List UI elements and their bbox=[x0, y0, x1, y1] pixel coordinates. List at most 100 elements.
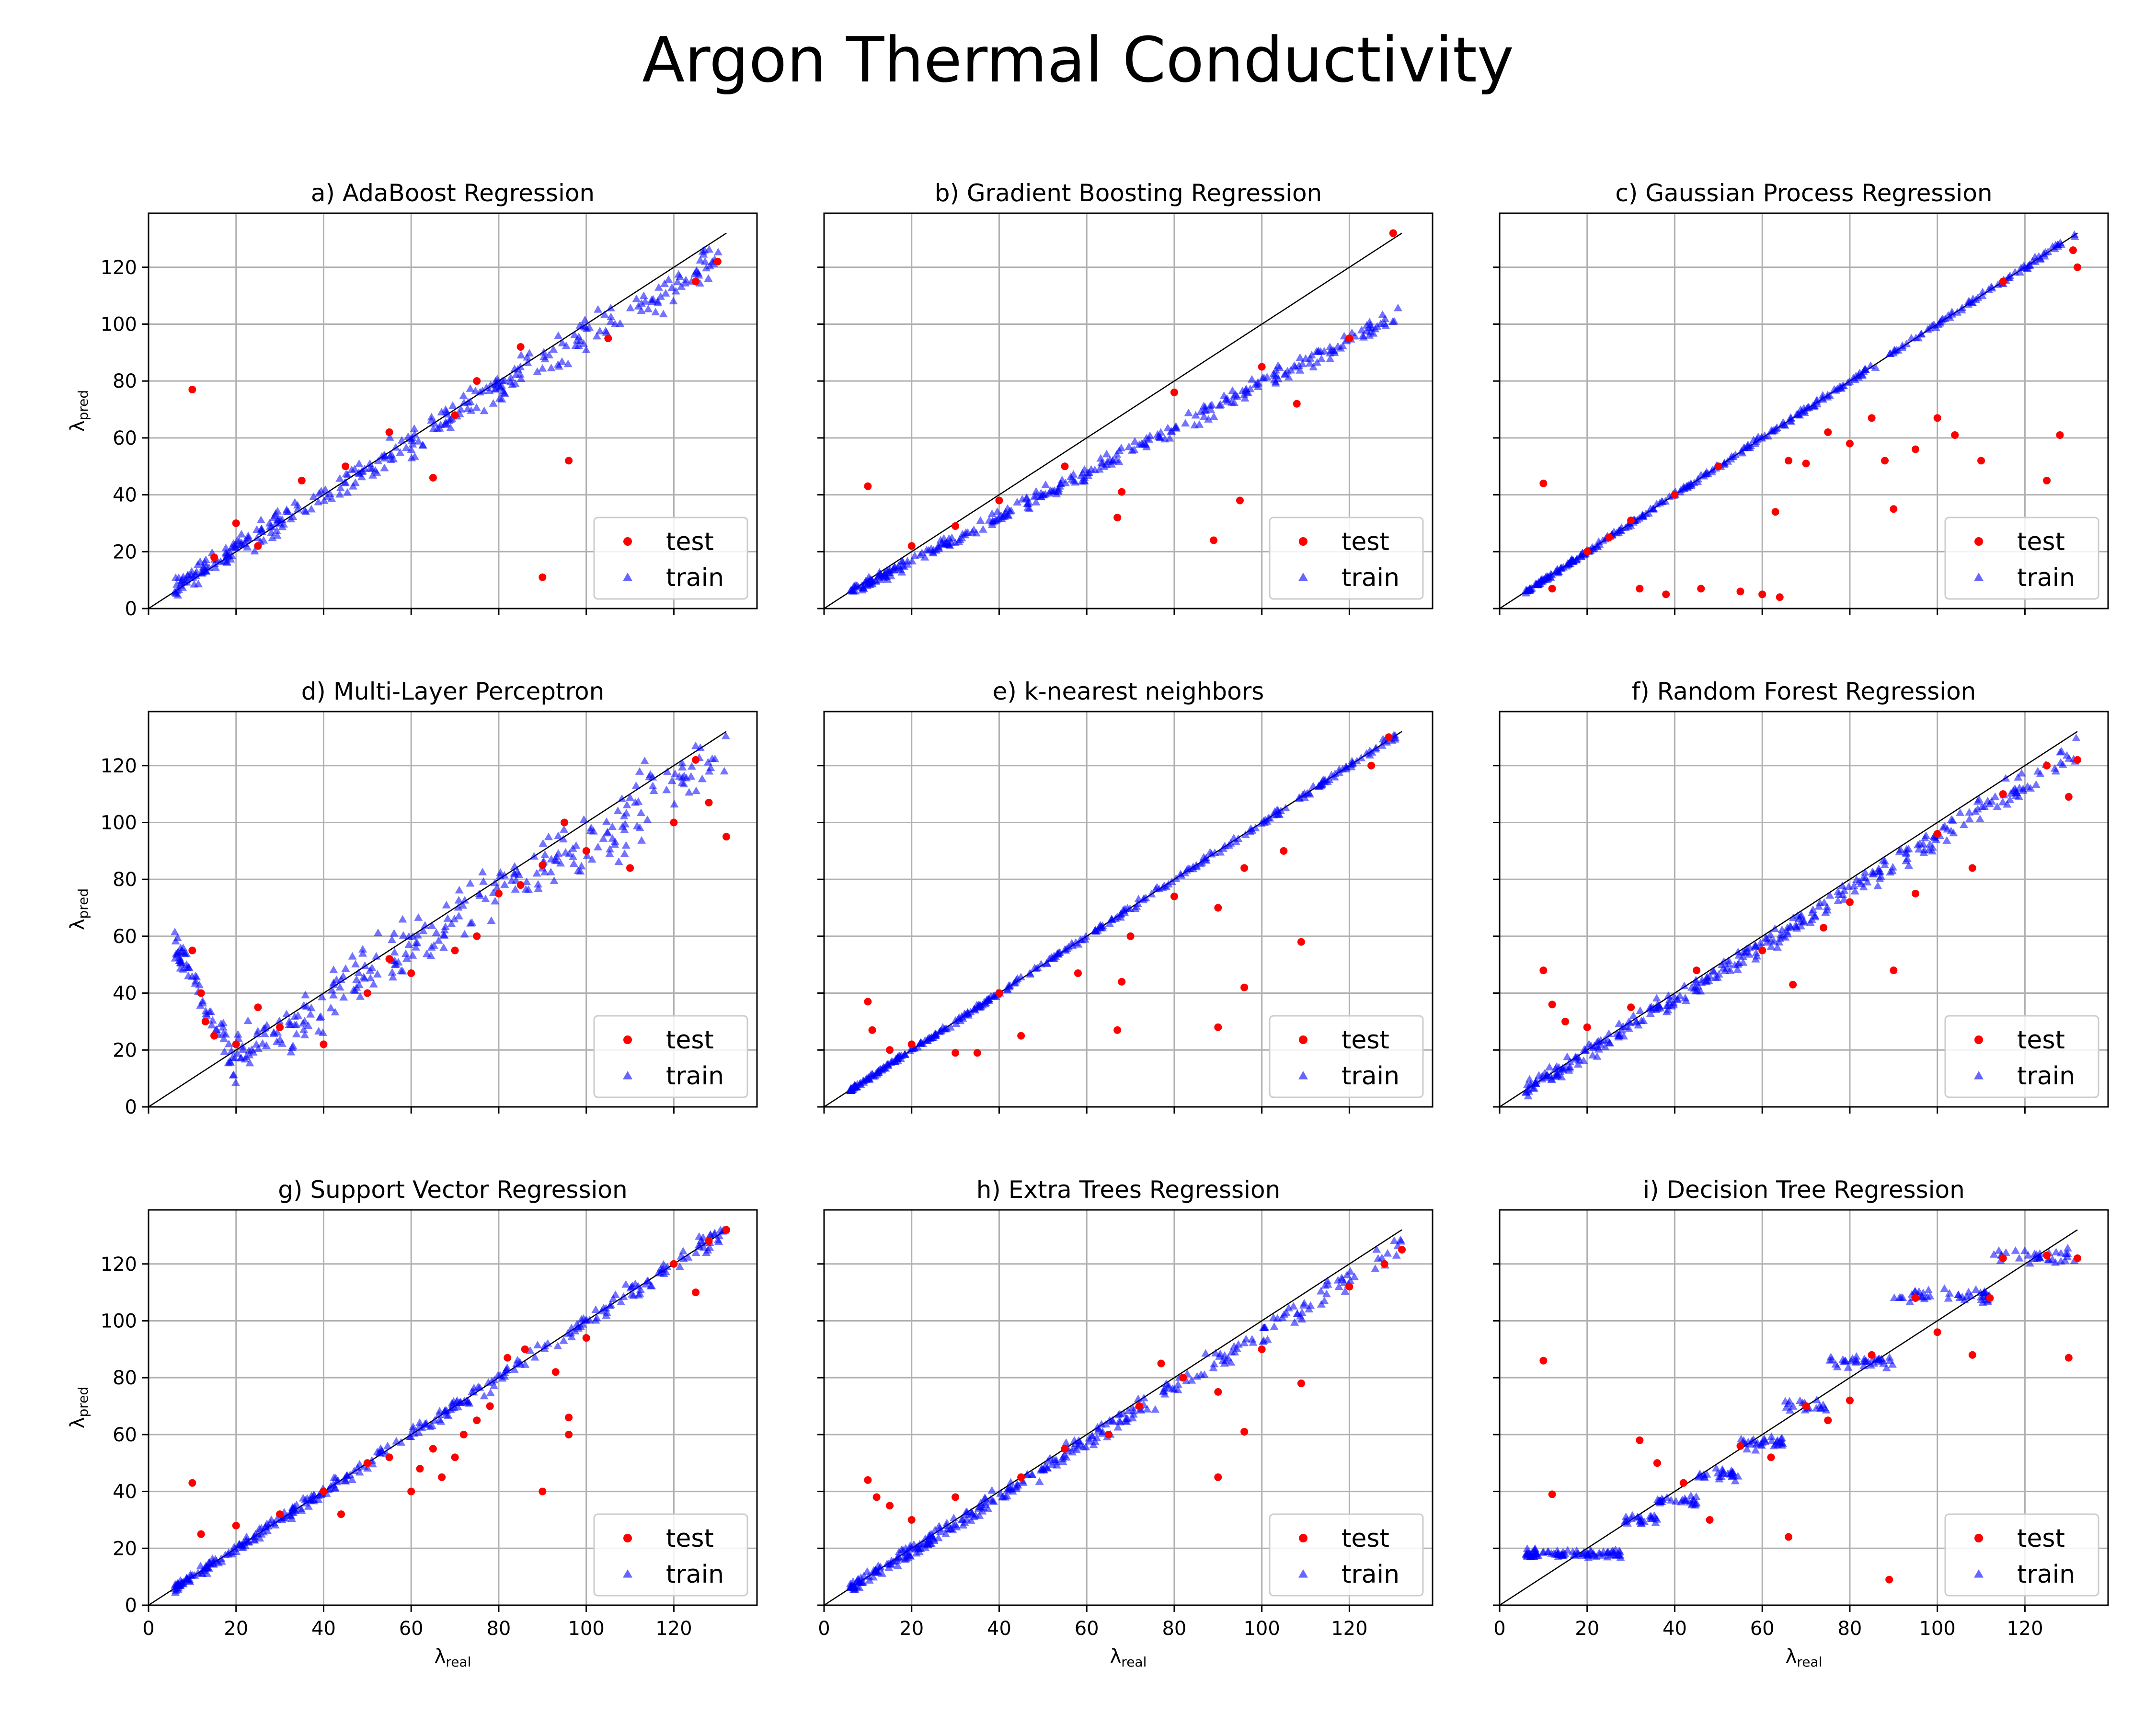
train-point bbox=[243, 1016, 252, 1024]
test-series bbox=[188, 1226, 731, 1538]
train-point bbox=[413, 931, 422, 939]
train-point bbox=[1875, 874, 1884, 882]
train-point bbox=[691, 1248, 700, 1256]
train-point bbox=[358, 949, 367, 957]
train-point bbox=[493, 1370, 503, 1379]
test-point bbox=[1583, 548, 1591, 556]
test-point bbox=[1636, 1436, 1644, 1444]
train-point bbox=[383, 1441, 392, 1449]
train-point bbox=[1812, 400, 1822, 408]
train-point bbox=[945, 541, 954, 549]
train-point bbox=[176, 578, 185, 586]
train-point bbox=[1347, 328, 1356, 336]
train-point bbox=[558, 338, 567, 346]
train-point bbox=[692, 786, 701, 794]
train-point bbox=[713, 248, 722, 256]
train-point bbox=[307, 505, 316, 513]
subplot-title: e) k-nearest neighbors bbox=[993, 678, 1264, 705]
test-point bbox=[232, 1040, 240, 1048]
train-point bbox=[339, 972, 348, 980]
train-point bbox=[335, 474, 344, 482]
train-point bbox=[1580, 1045, 1589, 1053]
train-point bbox=[367, 964, 377, 971]
train-point bbox=[1522, 1549, 1531, 1557]
train-point bbox=[1913, 840, 1922, 849]
train-point bbox=[975, 1502, 984, 1510]
test-point bbox=[1999, 790, 2007, 798]
train-point bbox=[1312, 347, 1321, 355]
train-point bbox=[464, 1397, 473, 1405]
test-point bbox=[1933, 1328, 1941, 1336]
test-point bbox=[1017, 1032, 1025, 1040]
train-point bbox=[1615, 1019, 1624, 1027]
train-point bbox=[706, 1230, 715, 1239]
train-point bbox=[481, 895, 490, 902]
test-point bbox=[486, 1402, 494, 1410]
train-point bbox=[198, 999, 207, 1007]
train-point bbox=[1187, 1376, 1196, 1384]
train-point bbox=[293, 501, 302, 509]
train-point bbox=[687, 762, 696, 770]
train-point bbox=[554, 331, 563, 339]
y-axis-label: λpred bbox=[67, 1387, 91, 1428]
test-point bbox=[201, 1017, 209, 1025]
train-point bbox=[1617, 1025, 1627, 1034]
train-point bbox=[1305, 1305, 1314, 1312]
train-point bbox=[569, 859, 578, 867]
train-point bbox=[1905, 1297, 1915, 1305]
train-point bbox=[643, 815, 652, 823]
test-point bbox=[473, 377, 481, 385]
test-point bbox=[907, 542, 916, 550]
train-point bbox=[349, 985, 358, 993]
train-point bbox=[1308, 782, 1318, 790]
train-point bbox=[702, 1248, 711, 1256]
test-point bbox=[1240, 983, 1249, 991]
test-point bbox=[1539, 479, 1548, 487]
train-point bbox=[1299, 1301, 1308, 1309]
train-point bbox=[622, 801, 631, 808]
train-point bbox=[363, 1464, 372, 1472]
test-point bbox=[1104, 1430, 1112, 1438]
train-point bbox=[631, 798, 640, 806]
train-point bbox=[221, 1030, 230, 1038]
train-point bbox=[183, 572, 192, 579]
train-point bbox=[455, 886, 464, 894]
train-point bbox=[510, 862, 519, 870]
train-point bbox=[924, 1034, 933, 1042]
test-point bbox=[1968, 864, 1976, 872]
train-point bbox=[1681, 996, 1690, 1004]
train-series bbox=[1522, 734, 2081, 1100]
test-point bbox=[337, 1510, 345, 1518]
train-point bbox=[234, 1540, 243, 1548]
train-point bbox=[1305, 359, 1314, 367]
legend: test train bbox=[1269, 517, 1424, 600]
train-point bbox=[1346, 1276, 1355, 1284]
train-point bbox=[176, 1576, 185, 1584]
train-point bbox=[390, 948, 399, 956]
train-point bbox=[1702, 977, 1711, 985]
train-point bbox=[1012, 1484, 1021, 1492]
train-point bbox=[636, 1285, 645, 1293]
train-point bbox=[1247, 375, 1256, 383]
train-point bbox=[601, 1304, 610, 1312]
train-point bbox=[1553, 568, 1562, 576]
train-point bbox=[293, 1011, 302, 1019]
test-point bbox=[320, 1040, 328, 1048]
train-point bbox=[1691, 976, 1700, 984]
train-point bbox=[1334, 1282, 1343, 1290]
train-point bbox=[643, 1276, 653, 1285]
train-point bbox=[1778, 418, 1788, 426]
test-point bbox=[1258, 363, 1266, 371]
train-point bbox=[171, 954, 180, 962]
train-point bbox=[1577, 552, 1586, 560]
legend-test-marker bbox=[623, 1035, 632, 1044]
train-point bbox=[2017, 264, 2026, 271]
train-point bbox=[1140, 439, 1149, 447]
train-point bbox=[924, 1535, 933, 1543]
train-point bbox=[967, 1507, 976, 1516]
legend-box bbox=[593, 517, 748, 600]
train-point bbox=[1338, 342, 1347, 349]
train-point bbox=[1699, 472, 1709, 480]
train-point bbox=[1050, 486, 1059, 494]
train-point bbox=[654, 1268, 664, 1276]
